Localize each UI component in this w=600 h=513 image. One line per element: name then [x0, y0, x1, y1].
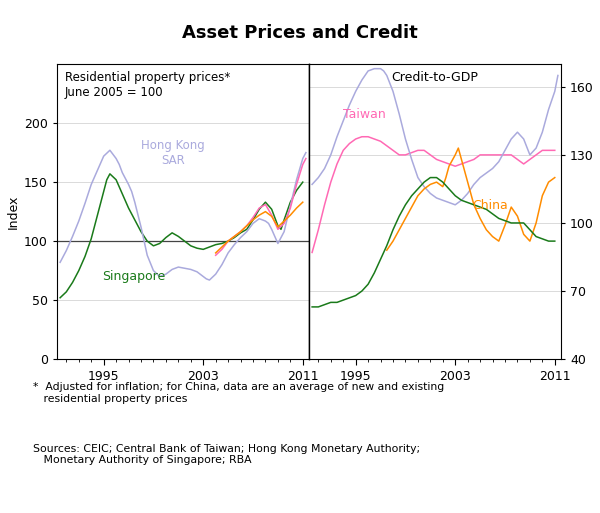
Text: Asset Prices and Credit: Asset Prices and Credit	[182, 24, 418, 43]
Text: Hong Kong
SAR: Hong Kong SAR	[141, 139, 205, 167]
Text: China: China	[473, 199, 508, 212]
Y-axis label: %: %	[599, 205, 600, 218]
Text: Taiwan: Taiwan	[343, 108, 386, 121]
Text: Singapore: Singapore	[103, 270, 166, 283]
Text: *  Adjusted for inflation; for China, data are an average of new and existing
  : * Adjusted for inflation; for China, dat…	[33, 382, 444, 404]
Text: Sources: CEIC; Central Bank of Taiwan; Hong Kong Monetary Authority;
   Monetary: Sources: CEIC; Central Bank of Taiwan; H…	[33, 444, 420, 465]
Y-axis label: Index: Index	[7, 194, 20, 229]
Text: Residential property prices*
June 2005 = 100: Residential property prices* June 2005 =…	[65, 71, 230, 100]
Text: Credit-to-GDP: Credit-to-GDP	[392, 71, 478, 85]
